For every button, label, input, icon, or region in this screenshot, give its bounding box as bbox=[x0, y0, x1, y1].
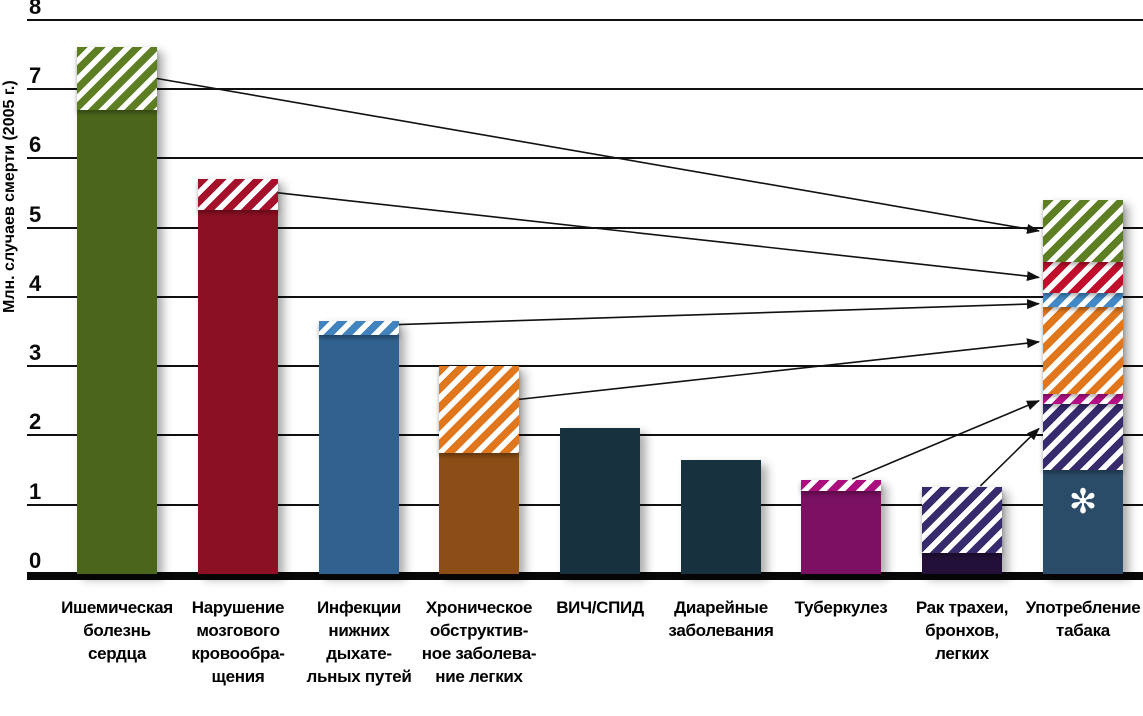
tobacco-attribution-arrow bbox=[277, 192, 1040, 282]
gridline bbox=[27, 18, 1143, 21]
bar-segment-hatched bbox=[1043, 307, 1123, 394]
tobacco-attribution-arrow bbox=[518, 338, 1040, 401]
bar-4 bbox=[439, 366, 519, 574]
bar-segment-solid bbox=[198, 210, 278, 574]
category-label: Употребление табака bbox=[1025, 598, 1141, 640]
bar-segment-solid bbox=[439, 452, 519, 574]
bar-segment-solid: ✻ bbox=[1043, 470, 1123, 574]
bar-7 bbox=[801, 480, 881, 574]
bar-segment-hatched bbox=[922, 487, 1002, 554]
category-label: Ишемическая болезнь сердца bbox=[61, 598, 173, 663]
bar-segment-hatched bbox=[1043, 199, 1123, 263]
tobacco-attribution-arrow bbox=[851, 400, 1040, 480]
bar-3 bbox=[319, 321, 399, 574]
bar-2 bbox=[198, 179, 278, 574]
gridline bbox=[27, 226, 1143, 229]
bar-segment-hatched bbox=[77, 47, 157, 110]
category-label: Нарушение мозгового кровообра- щения bbox=[191, 598, 285, 686]
category-label: Хроническое обструктив- ное заболева- ни… bbox=[421, 598, 537, 686]
tobacco-attribution-arrow bbox=[979, 427, 1040, 487]
category-label: Инфекции нижних дыхате- льных путей bbox=[306, 598, 412, 686]
y-tick-label: 5 bbox=[29, 201, 42, 227]
bar-1 bbox=[77, 47, 157, 574]
asterisk-marker: ✻ bbox=[1068, 482, 1098, 523]
bar-segment-hatched bbox=[319, 321, 399, 335]
y-tick-label: 4 bbox=[29, 270, 42, 296]
y-tick-label: 7 bbox=[29, 62, 42, 88]
bar-segment-solid bbox=[77, 109, 157, 574]
bar-8 bbox=[922, 487, 1002, 574]
bar-6 bbox=[681, 459, 761, 574]
bar-9: ✻ bbox=[1043, 199, 1123, 574]
bar-segment-hatched bbox=[1043, 293, 1123, 308]
y-tick-label: 1 bbox=[29, 478, 42, 504]
bar-segment-solid bbox=[801, 490, 881, 574]
y-tick-label: 6 bbox=[29, 132, 42, 158]
bar-segment-solid bbox=[560, 428, 640, 574]
category-label: Туберкулез bbox=[794, 598, 888, 617]
bar-segment-hatched bbox=[1043, 262, 1123, 294]
gridline bbox=[27, 365, 1143, 368]
x-axis-line bbox=[27, 572, 1143, 580]
y-tick-label: 8 bbox=[29, 0, 42, 19]
y-tick-label: 0 bbox=[29, 548, 42, 573]
bar-segment-hatched bbox=[198, 179, 278, 211]
category-label: Рак трахеи, бронхов, легких bbox=[915, 598, 1009, 663]
bar-segment-solid bbox=[922, 553, 1002, 574]
y-tick-label: 2 bbox=[29, 409, 42, 435]
gridline bbox=[27, 157, 1143, 160]
bar-5 bbox=[560, 428, 640, 574]
y-tick-label: 3 bbox=[29, 340, 42, 366]
gridline bbox=[27, 295, 1143, 298]
category-label: ВИЧ/СПИД bbox=[556, 598, 644, 617]
gridline bbox=[27, 87, 1143, 90]
y-axis-title: Млн. случаев смерти (2005 г.) bbox=[1, 80, 18, 313]
bar-segment-hatched bbox=[801, 480, 881, 491]
bar-segment-hatched bbox=[439, 366, 519, 453]
bar-segment-hatched bbox=[1043, 393, 1123, 405]
category-label: Диарейные заболевания bbox=[668, 598, 774, 640]
bar-segment-solid bbox=[681, 459, 761, 574]
bar-segment-solid bbox=[319, 334, 399, 574]
tobacco-attribution-arrow bbox=[398, 299, 1040, 326]
tobacco-attribution-arrow bbox=[156, 77, 1040, 234]
bar-segment-hatched bbox=[1043, 404, 1123, 471]
